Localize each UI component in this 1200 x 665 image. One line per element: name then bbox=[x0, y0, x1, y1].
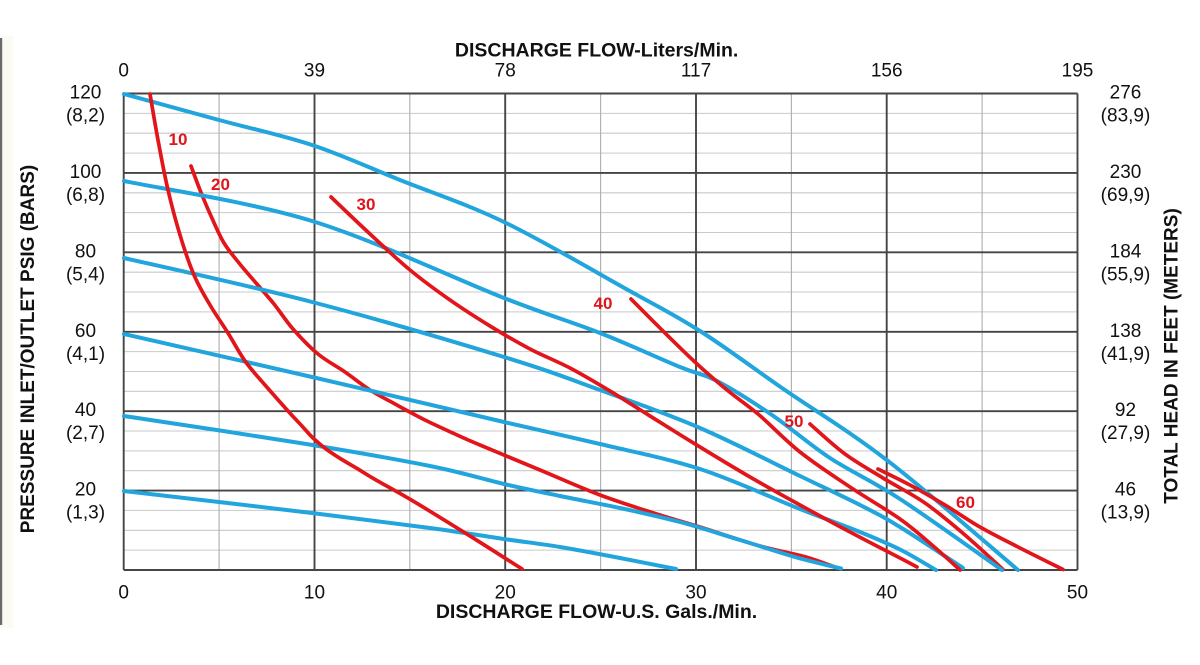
svg-text:100: 100 bbox=[70, 162, 102, 183]
svg-text:(5,4): (5,4) bbox=[66, 264, 105, 285]
svg-text:40: 40 bbox=[75, 400, 96, 421]
svg-text:(4,1): (4,1) bbox=[66, 344, 105, 365]
svg-text:50: 50 bbox=[1067, 583, 1088, 604]
svg-text:138: 138 bbox=[1110, 321, 1142, 342]
svg-text:276: 276 bbox=[1110, 83, 1142, 104]
svg-text:DISCHARGE FLOW-Liters/Min.: DISCHARGE FLOW-Liters/Min. bbox=[455, 40, 738, 62]
svg-text:(2,7): (2,7) bbox=[66, 423, 105, 444]
svg-text:20: 20 bbox=[495, 583, 516, 604]
svg-text:60: 60 bbox=[75, 321, 96, 342]
svg-text:(69,9): (69,9) bbox=[1101, 185, 1151, 206]
svg-text:20: 20 bbox=[211, 175, 230, 194]
svg-text:(27,9): (27,9) bbox=[1101, 423, 1151, 444]
svg-text:195: 195 bbox=[1062, 61, 1094, 82]
svg-text:46: 46 bbox=[1115, 480, 1136, 501]
svg-text:10: 10 bbox=[169, 130, 188, 149]
svg-text:10: 10 bbox=[304, 583, 325, 604]
svg-text:0: 0 bbox=[118, 61, 129, 82]
svg-text:60: 60 bbox=[956, 493, 975, 512]
svg-text:50: 50 bbox=[785, 412, 804, 431]
svg-text:(8,2): (8,2) bbox=[66, 106, 105, 127]
svg-text:0: 0 bbox=[118, 583, 129, 604]
svg-text:PRESSURE INLET/OUTLET PSIG (BA: PRESSURE INLET/OUTLET PSIG (BARS) bbox=[18, 165, 39, 533]
svg-text:(55,9): (55,9) bbox=[1101, 264, 1151, 285]
svg-text:30: 30 bbox=[685, 583, 706, 604]
svg-text:184: 184 bbox=[1110, 241, 1142, 262]
svg-text:(83,9): (83,9) bbox=[1101, 106, 1151, 127]
svg-text:156: 156 bbox=[871, 61, 903, 82]
svg-text:40: 40 bbox=[876, 583, 897, 604]
svg-text:30: 30 bbox=[357, 195, 376, 214]
svg-text:20: 20 bbox=[75, 480, 96, 501]
svg-text:(41,9): (41,9) bbox=[1101, 344, 1151, 365]
svg-text:120: 120 bbox=[70, 83, 102, 104]
svg-text:(13,9): (13,9) bbox=[1101, 503, 1151, 524]
svg-text:DISCHARGE FLOW-U.S. Gals./Min.: DISCHARGE FLOW-U.S. Gals./Min. bbox=[436, 601, 757, 623]
svg-text:39: 39 bbox=[304, 61, 325, 82]
svg-text:78: 78 bbox=[495, 61, 516, 82]
svg-text:230: 230 bbox=[1110, 162, 1142, 183]
svg-text:(6,8): (6,8) bbox=[66, 185, 105, 206]
svg-text:117: 117 bbox=[681, 61, 711, 82]
svg-text:80: 80 bbox=[75, 241, 96, 262]
svg-text:(1,3): (1,3) bbox=[66, 503, 105, 524]
svg-text:TOTAL HEAD IN FEET (METERS): TOTAL HEAD IN FEET (METERS) bbox=[1162, 208, 1183, 504]
svg-text:40: 40 bbox=[594, 294, 613, 313]
svg-text:92: 92 bbox=[1115, 400, 1136, 421]
